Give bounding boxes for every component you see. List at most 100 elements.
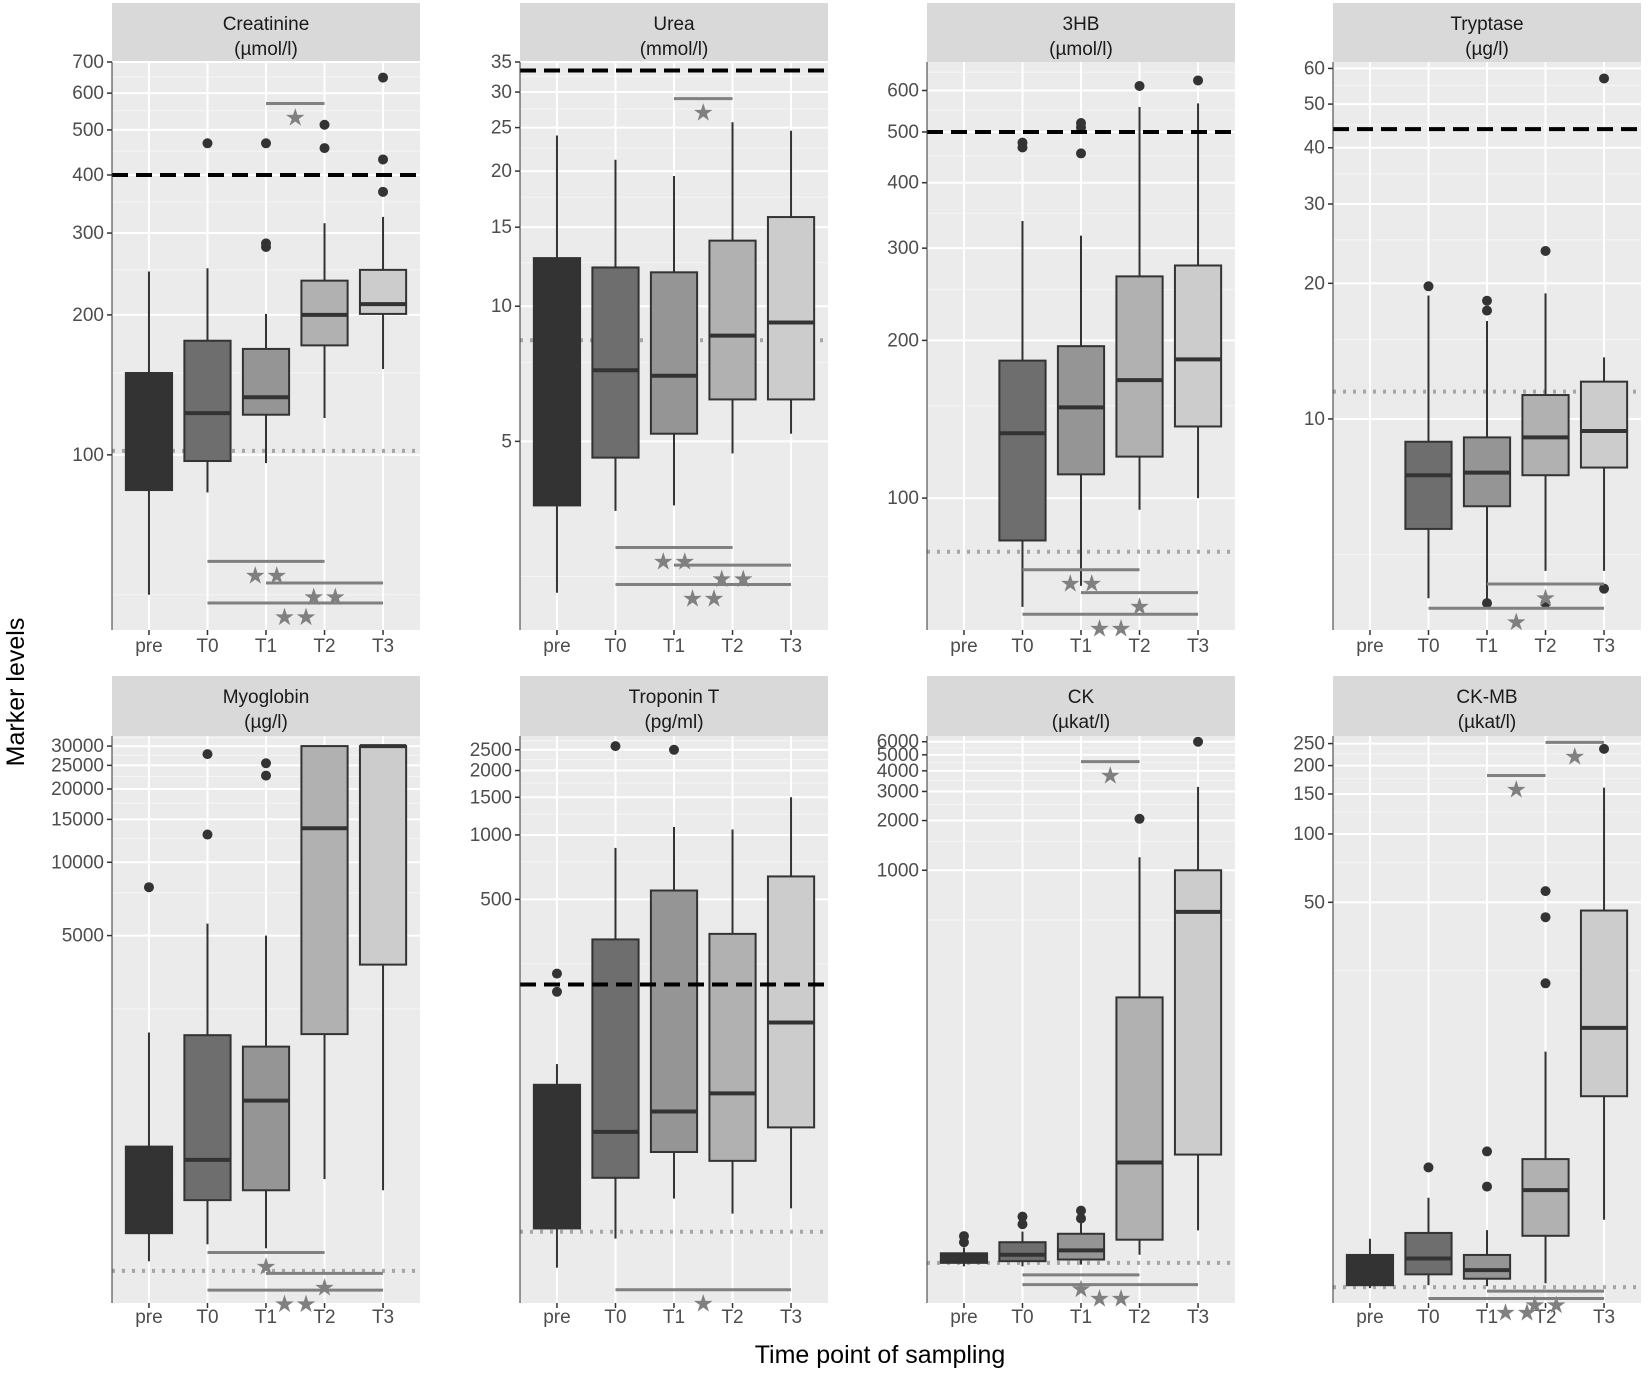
outlier-point <box>1599 73 1610 84</box>
outlier-point <box>202 138 213 149</box>
box-urea-pre <box>532 135 582 593</box>
x-tick-label-t2: T2 <box>1128 636 1150 657</box>
x-tick-label-t1: T1 <box>1476 636 1498 657</box>
box-body <box>1462 1253 1512 1280</box>
x-tick-label-t2: T2 <box>721 636 743 657</box>
box-body <box>183 1034 232 1202</box>
box-body <box>1115 275 1164 458</box>
y-tick-label: 200 <box>72 305 104 326</box>
panel-grid: Creatinine (µmol/l) 100 200 300 400 500 600 700 p… <box>51 3 1641 1328</box>
box-body <box>1115 996 1164 1241</box>
y-tick-label: 50 <box>1304 892 1325 913</box>
box-ck-pre <box>939 1231 989 1267</box>
box-urea-t0 <box>591 159 640 511</box>
box-creatinine-pre <box>124 271 174 595</box>
significance-stars: ★ <box>1129 593 1151 621</box>
x-tick-label-t1: T1 <box>255 636 277 657</box>
box-body <box>708 239 757 401</box>
box-ck-mb-t2 <box>1521 886 1570 1284</box>
y-tick-label: 35 <box>491 52 512 73</box>
outlier-point <box>261 770 271 781</box>
outlier-point <box>1423 1162 1434 1173</box>
y-tick-label: 40 <box>1304 138 1325 159</box>
y-tick-label: 25000 <box>51 755 104 776</box>
outlier-point <box>1134 80 1145 91</box>
box-ck-t2 <box>1115 813 1164 1255</box>
box-urea-t1 <box>649 176 699 506</box>
y-tick-label: 4000 <box>877 761 919 782</box>
box-body <box>241 347 291 416</box>
outlier-point <box>143 882 154 893</box>
box-myoglobin-t2 <box>300 745 349 1180</box>
outlier-point <box>551 986 562 997</box>
box-ck-t0 <box>998 1211 1047 1267</box>
box-body <box>1173 869 1223 1156</box>
box-troponin-t-pre <box>532 968 582 1268</box>
significance-stars: ★★ <box>1524 1291 1567 1319</box>
strip-title-myoglobin: Myoglobin <box>223 687 310 708</box>
y-tick-label: 300 <box>887 238 919 259</box>
x-axis-title: Time point of sampling <box>755 1341 1006 1369</box>
y-tick-label: 200 <box>1293 756 1325 777</box>
y-axis-title: Marker levels <box>2 618 30 767</box>
x-tick-label-t3: T3 <box>780 636 802 657</box>
y-tick-label: 5 <box>501 431 512 452</box>
strip-title-3hb: 3HB <box>1063 14 1100 35</box>
y-tick-label: 1000 <box>470 825 512 846</box>
significance-stars: ★ <box>1506 608 1528 636</box>
y-tick-label: 15 <box>491 217 512 238</box>
box-body <box>1579 380 1629 469</box>
y-tick-label: 5000 <box>62 926 104 947</box>
outlier-point <box>202 829 213 840</box>
box-creatinine-t2 <box>300 119 349 419</box>
box-body <box>1056 345 1106 476</box>
significance-stars: ★★ <box>652 548 695 576</box>
outlier-point <box>1017 1219 1028 1230</box>
y-tick-label: 2000 <box>470 761 512 782</box>
strip-unit-troponin-t: (pg/ml) <box>644 712 703 733</box>
box-body <box>708 932 757 1162</box>
box-ck-mb-t0 <box>1404 1162 1453 1286</box>
y-tick-label: 250 <box>1293 734 1325 755</box>
outlier-point <box>1482 598 1492 609</box>
x-tick-label-t1: T1 <box>1476 1307 1498 1328</box>
box-troponin-t-t0 <box>591 741 640 1239</box>
y-tick-label: 100 <box>72 445 104 466</box>
outlier-point <box>958 1231 969 1242</box>
y-tick-label: 100 <box>1293 824 1325 845</box>
box-ck-mb-pre <box>1345 1238 1395 1289</box>
strip-title-ck: CK <box>1068 687 1095 708</box>
box-tryptase-t0 <box>1404 281 1453 599</box>
outlier-point <box>319 119 330 130</box>
significance-stars: ★ <box>314 1273 336 1301</box>
strip-title-tryptase: Tryptase <box>1450 14 1523 35</box>
x-tick-label-t0: T0 <box>196 1307 218 1328</box>
x-tick-label-t0: T0 <box>604 1307 626 1328</box>
significance-stars: ★★ <box>244 561 287 589</box>
y-tick-label: 500 <box>72 120 104 141</box>
box-tryptase-t2 <box>1521 245 1570 609</box>
box-myoglobin-t0 <box>183 749 232 1245</box>
x-tick-label-t2: T2 <box>313 1307 335 1328</box>
x-tick-label-pre: pre <box>1356 636 1383 657</box>
y-tick-label: 20 <box>491 161 512 182</box>
x-tick-label-t2: T2 <box>313 636 335 657</box>
y-tick-label: 200 <box>887 330 919 351</box>
box-tryptase-t3 <box>1579 73 1629 594</box>
box-body <box>998 1241 1047 1263</box>
outlier-point <box>1540 912 1551 923</box>
box-troponin-t-t1 <box>649 744 699 1199</box>
box-body <box>532 1083 582 1230</box>
y-tick-label: 1000 <box>877 860 919 881</box>
box-body <box>591 266 640 459</box>
strip-unit-ck-mb: (µkat/l) <box>1458 712 1516 733</box>
y-tick-label: 3000 <box>877 781 919 802</box>
outlier-point <box>1482 295 1492 306</box>
box-body <box>183 339 232 463</box>
x-tick-label-t2: T2 <box>1534 1307 1556 1328</box>
box-body <box>649 271 699 435</box>
x-tick-label-t0: T0 <box>1011 636 1033 657</box>
significance-stars: ★ <box>1535 584 1557 612</box>
